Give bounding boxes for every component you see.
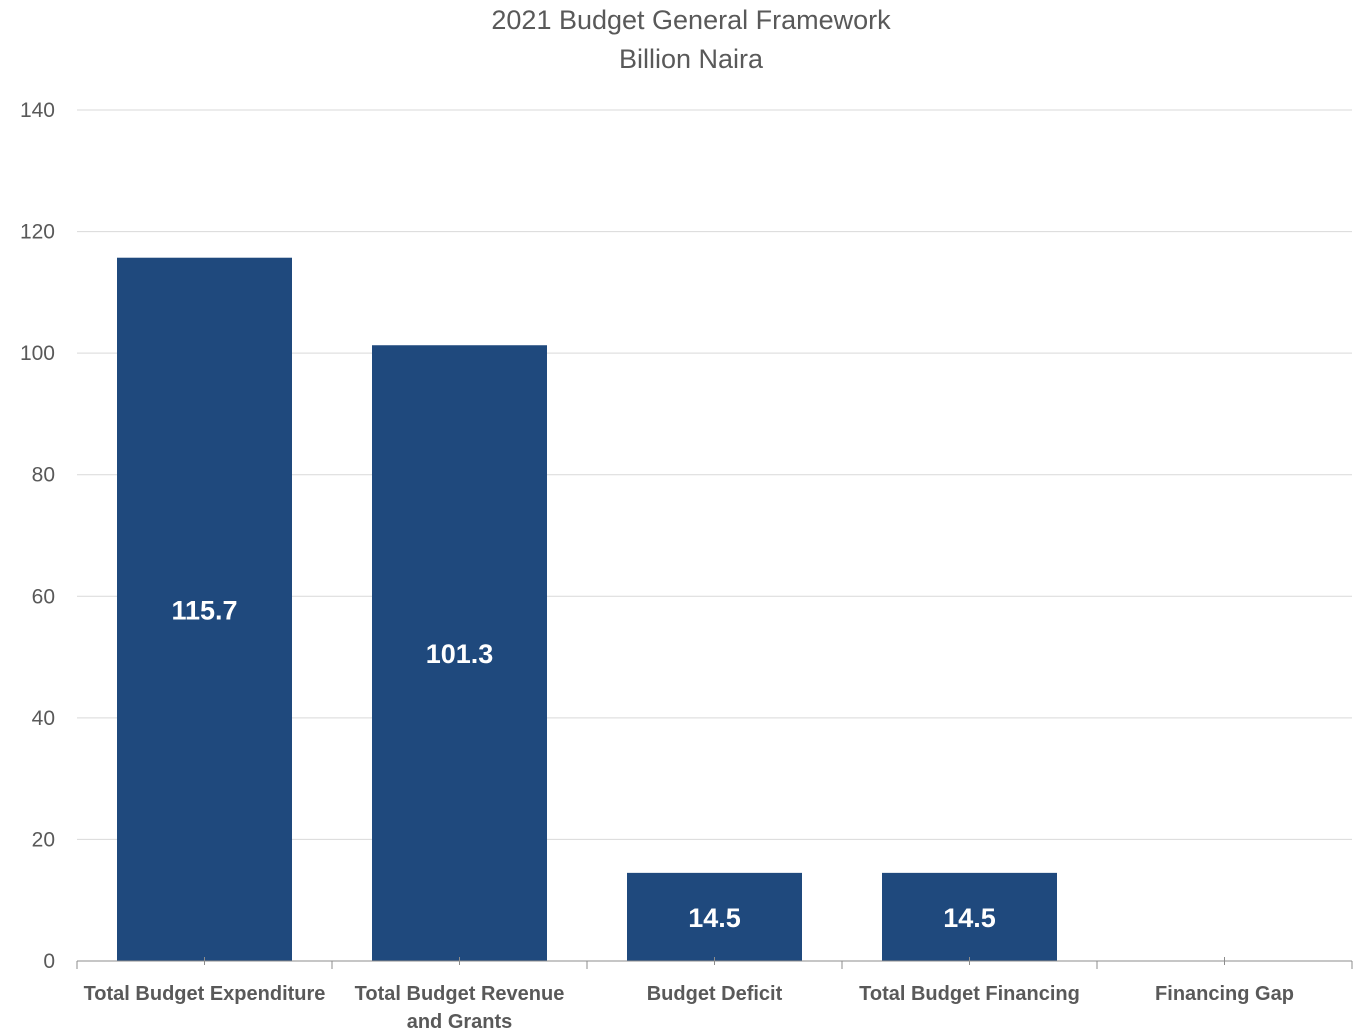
chart-subtitle: Billion Naira xyxy=(619,44,764,74)
y-tick-label: 40 xyxy=(32,707,55,730)
y-tick-label: 120 xyxy=(20,221,55,244)
y-tick-label: 140 xyxy=(20,99,55,122)
y-tick-label: 80 xyxy=(32,464,55,487)
data-label: 115.7 xyxy=(171,595,237,625)
y-tick-label: 60 xyxy=(32,585,55,608)
data-label: 101.3 xyxy=(426,639,494,669)
x-category-label: Financing Gap xyxy=(1155,983,1294,1005)
y-tick-label: 100 xyxy=(20,342,55,365)
x-category-label: Total Budget Revenue and Grants xyxy=(355,983,565,1031)
y-tick-label: 20 xyxy=(32,828,55,851)
x-category-label: Budget Deficit xyxy=(647,983,783,1005)
x-category-label: Total Budget Financing xyxy=(859,983,1080,1005)
x-axis: Total Budget Expenditure Total Budget Rev… xyxy=(76,957,1353,1031)
x-category-label: Total Budget Expenditure xyxy=(84,983,326,1005)
bars: 115.7 101.3 14.5 14.5 xyxy=(117,257,1245,962)
bar xyxy=(372,345,547,961)
bar xyxy=(117,257,292,961)
bar xyxy=(627,872,802,961)
bar xyxy=(882,872,1057,961)
data-label: 14.5 xyxy=(688,903,741,933)
y-tick-label: 0 xyxy=(43,950,55,973)
chart-title: 2021 Budget General Framework xyxy=(491,5,891,35)
y-axis: 0 20 40 60 80 100 120 140 xyxy=(20,99,55,973)
data-label: 14.5 xyxy=(943,903,996,933)
